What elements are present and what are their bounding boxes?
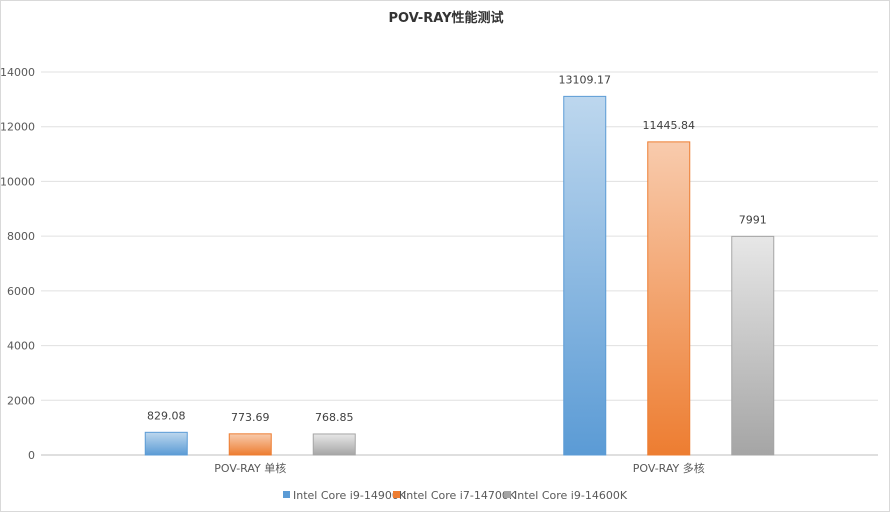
data-label: 11445.84 bbox=[643, 119, 696, 132]
legend-label: Intel Core i9-14900K bbox=[293, 489, 407, 502]
bar bbox=[228, 433, 272, 456]
data-label: 768.85 bbox=[315, 411, 354, 424]
x-category-label: POV-RAY 单核 bbox=[214, 461, 286, 475]
legend-item: Intel Core i9-14600K bbox=[504, 489, 628, 502]
legend-swatch bbox=[504, 491, 511, 498]
gridlines bbox=[41, 71, 878, 456]
legend-item: Intel Core i7-14700K bbox=[393, 489, 517, 502]
y-tick-label: 6000 bbox=[7, 285, 35, 298]
y-tick-label: 8000 bbox=[7, 230, 35, 243]
y-tick-label: 4000 bbox=[7, 340, 35, 353]
y-tick-label: 10000 bbox=[1, 175, 35, 188]
bars bbox=[144, 95, 775, 456]
bar bbox=[312, 433, 356, 456]
y-axis-ticks: 0 2000 4000 6000 8000 10000 12000 14000 bbox=[1, 66, 35, 462]
y-tick-label: 0 bbox=[28, 449, 35, 462]
data-label: 773.69 bbox=[231, 411, 270, 424]
legend-label: Intel Core i9-14600K bbox=[514, 489, 628, 502]
bar bbox=[647, 141, 691, 456]
legend-swatch bbox=[393, 491, 400, 498]
legend-swatch bbox=[283, 491, 290, 498]
y-tick-label: 2000 bbox=[7, 394, 35, 407]
legend-label: Intel Core i7-14700K bbox=[403, 489, 517, 502]
bar bbox=[144, 431, 188, 456]
legend-item: Intel Core i9-14900K bbox=[283, 489, 407, 502]
data-labels: 829.08 773.69 768.85 13109.17 11445.84 7991 bbox=[147, 73, 767, 424]
chart-title: POV-RAY性能测试 bbox=[389, 10, 504, 26]
bar bbox=[563, 95, 607, 456]
data-label: 829.08 bbox=[147, 409, 186, 422]
x-category-label: POV-RAY 多核 bbox=[633, 461, 705, 475]
y-tick-label: 12000 bbox=[1, 121, 35, 134]
x-axis-categories: POV-RAY 单核 POV-RAY 多核 bbox=[214, 461, 705, 475]
bar bbox=[731, 235, 775, 456]
y-tick-label: 14000 bbox=[1, 66, 35, 79]
data-label: 7991 bbox=[739, 213, 767, 226]
data-label: 13109.17 bbox=[559, 73, 612, 86]
